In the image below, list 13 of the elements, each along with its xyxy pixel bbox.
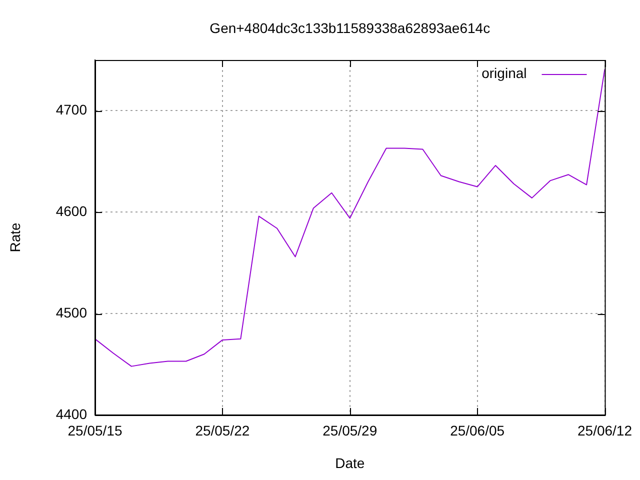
- y-tick-label: 4400: [56, 406, 88, 422]
- y-tick-label: 4700: [56, 102, 88, 118]
- chart-title: Gen+4804dc3c133b11589338a62893ae614c: [210, 20, 490, 36]
- y-axis-title: Rate: [6, 222, 23, 252]
- x-tick-label: 25/05/29: [322, 422, 378, 438]
- y-tick-label: 4500: [56, 304, 88, 320]
- x-axis-title: Date: [335, 454, 365, 471]
- text: original: [482, 64, 527, 81]
- x-tick-label: 25/05/15: [68, 422, 122, 438]
- x-tick-label: 25/06/05: [450, 422, 505, 438]
- x-tick-label: 25/05/22: [195, 422, 250, 438]
- y-tick-label: 4600: [56, 203, 88, 219]
- x-tick-label: 25/06/12: [578, 422, 632, 438]
